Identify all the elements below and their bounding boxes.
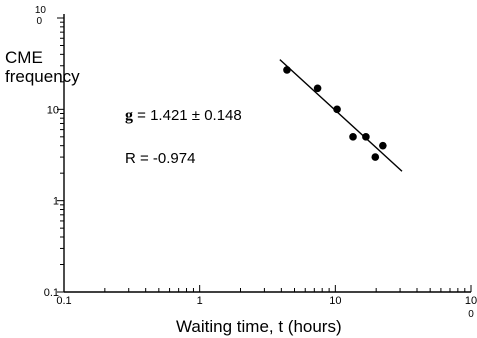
data-point (283, 66, 291, 74)
y-tick-label-sub: 0 (36, 16, 42, 27)
x-tick-label: 10 (329, 295, 341, 307)
x-axis-label: Waiting time, t (hours) (176, 317, 342, 336)
x-tick-label: 0.1 (56, 295, 71, 307)
fit-line (279, 59, 403, 172)
y-tick-label: 10 (47, 104, 59, 116)
x-tick-label-sub: 0 (468, 309, 474, 320)
fit-value: = 1.421 ± 0.148 (133, 107, 242, 124)
fit-symbol: g (125, 107, 133, 124)
y-tick-label: 0.1 (44, 287, 59, 299)
data-point (371, 153, 380, 161)
data-point (333, 105, 341, 114)
data-point (379, 141, 387, 150)
x-tick-label: 1 (197, 295, 203, 307)
data-point (313, 84, 322, 93)
data-point (349, 133, 357, 141)
fit-annotation: g = 1.421 ± 0.148 (125, 107, 242, 125)
correlation-annotation: R = -0.974 (125, 150, 196, 167)
y-tick-label: 1 (53, 196, 59, 208)
y-axis-label-line-1: CME (5, 48, 43, 67)
x-tick-label: 10 (465, 295, 477, 307)
y-axis-label-line-2: frequency (5, 67, 80, 86)
y-tick-label: 10 (35, 5, 47, 16)
data-point (362, 133, 370, 141)
